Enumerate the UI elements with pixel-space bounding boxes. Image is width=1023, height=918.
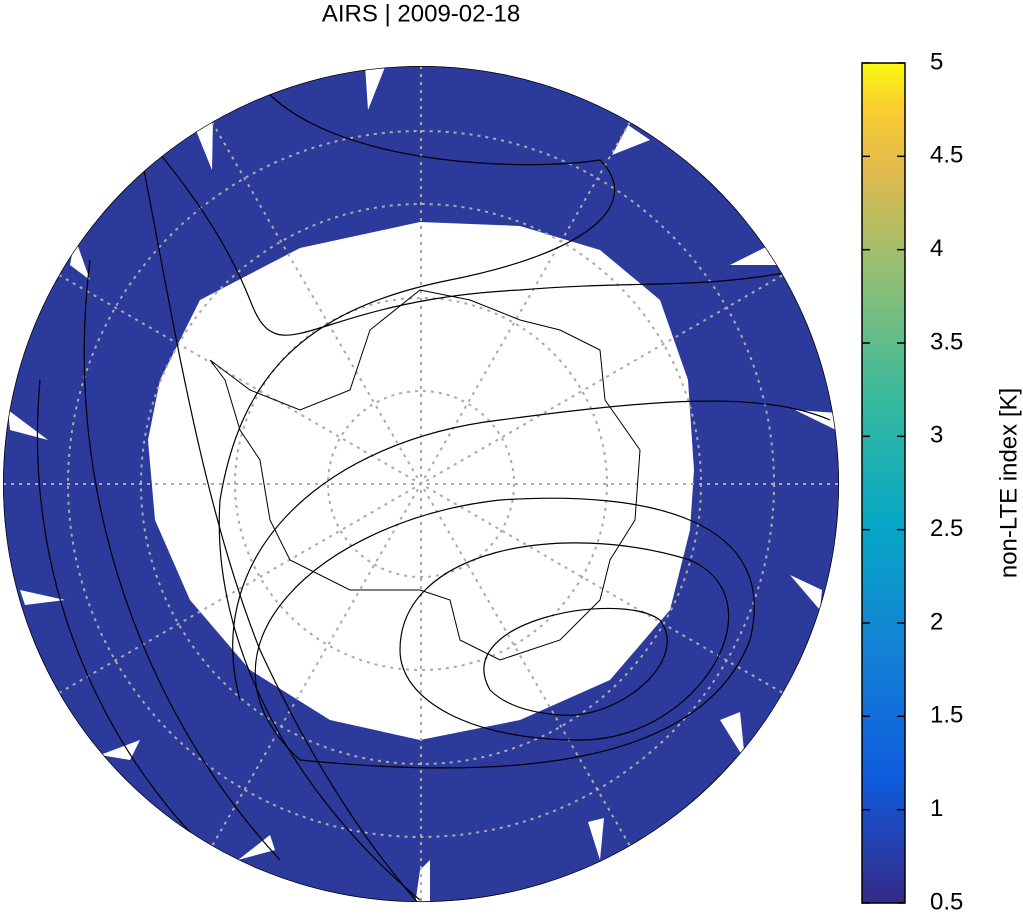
colorbar-tick-label: 3.5 — [930, 328, 963, 355]
colorbar — [861, 62, 906, 904]
colorbar-tick-label: 0.5 — [930, 888, 963, 913]
colorbar-tick-label: 2.5 — [930, 515, 963, 542]
colorbar-tick-label: 5 — [930, 48, 943, 75]
colorbar-tick-label: 1 — [930, 795, 943, 822]
colorbar-label: non-LTE index [K] — [995, 388, 1022, 578]
map-title: AIRS | 2009-02-18 — [322, 0, 520, 27]
colorbar-tick-label: 4 — [930, 235, 943, 262]
colorbar-tick-label: 4.5 — [930, 142, 963, 169]
graticule — [3, 66, 839, 902]
orbit-gaps — [8, 66, 838, 902]
coastline — [209, 289, 641, 661]
colorbar-tick-label: 1.5 — [930, 702, 963, 729]
colorbar-tick-label: 2 — [930, 608, 943, 635]
colorbar-tick-label: 3 — [930, 422, 943, 449]
map-area — [3, 66, 839, 902]
